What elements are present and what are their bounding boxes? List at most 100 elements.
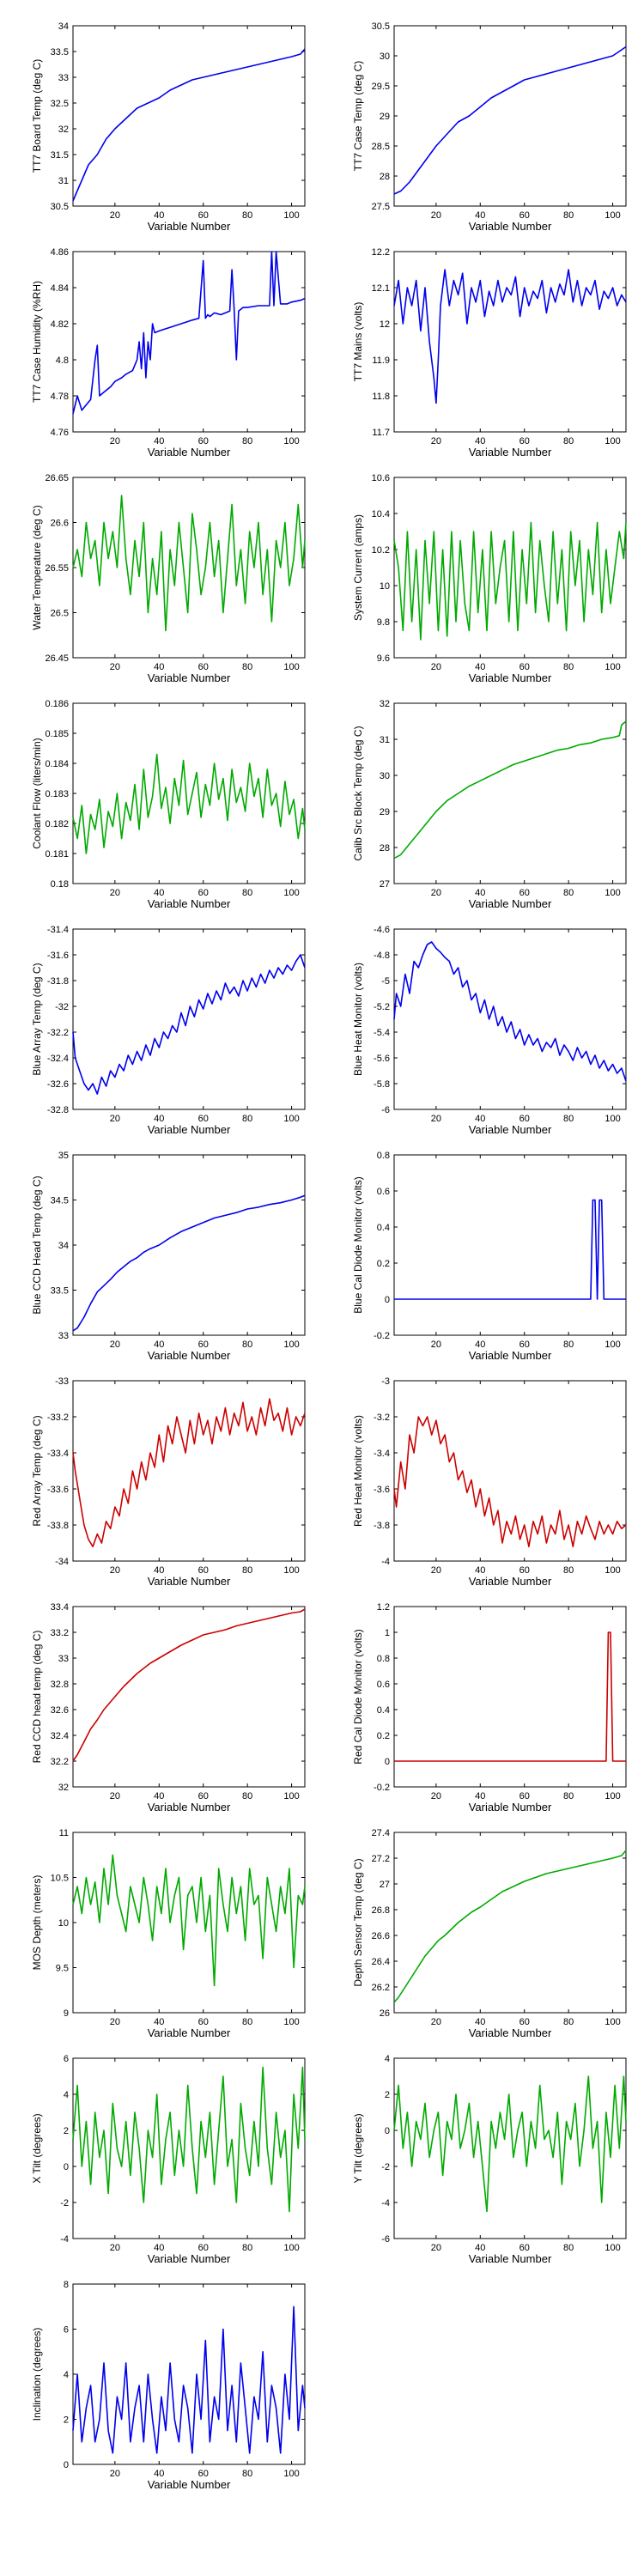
x-tick-label: 20: [431, 662, 441, 672]
y-tick-label: 9.6: [377, 653, 390, 664]
y-tick-label: -3: [381, 1376, 390, 1387]
x-tick-label: 100: [283, 1114, 299, 1124]
x-tick-label: 80: [563, 436, 574, 447]
series-line: [393, 521, 627, 641]
y-tick-label: -3.4: [374, 1449, 390, 1459]
y-axis-label: Coolant Flow (liters/min): [31, 738, 43, 848]
x-tick-label: 80: [242, 1791, 252, 1801]
chart-panel: -34 -33.8 -33.6 -33.4 -33.2 -33 20 40 60 80 100 Var…: [31, 1376, 306, 1588]
y-tick-label: 0.2: [377, 1731, 390, 1741]
y-tick-label: -6: [381, 2234, 390, 2245]
y-axis-label: Red Cal Diode Monitor (volts): [352, 1629, 364, 1764]
x-tick-label: 20: [110, 2017, 120, 2027]
series-line: [393, 1416, 627, 1547]
x-tick-label: 40: [154, 2243, 164, 2253]
y-tick-label: -5.6: [374, 1054, 390, 1064]
y-tick-label: 0.184: [45, 759, 69, 769]
x-tick-label: 40: [475, 1340, 485, 1350]
y-tick-label: -5.8: [374, 1079, 390, 1090]
y-tick-label: 31.5: [51, 150, 69, 161]
y-tick-label: -33.2: [47, 1413, 69, 1423]
y-tick-label: 8: [64, 2280, 69, 2290]
x-tick-label: 60: [519, 1565, 530, 1576]
y-tick-label: 30.5: [51, 202, 69, 212]
y-tick-label: 0.181: [45, 849, 69, 860]
x-tick-label: 80: [242, 1565, 252, 1576]
y-tick-label: 34.5: [51, 1196, 69, 1206]
x-tick-label: 60: [198, 210, 209, 221]
y-tick-label: 2: [64, 2126, 69, 2136]
chart-panel: -4 -2 0 2 4 6 20 40 60 80 100 Variable Number X Tilt…: [31, 2054, 306, 2265]
plot-area: [393, 928, 627, 1110]
chart-panel: -6 -4 -2 0 2 4 20 40 60 80 100 Variable Number Y Til…: [352, 2054, 627, 2265]
x-tick-label: 100: [605, 1114, 620, 1124]
x-tick-label: 100: [605, 2243, 620, 2253]
y-tick-label: -0.2: [374, 1331, 390, 1341]
y-tick-label: -31.8: [47, 976, 69, 987]
series-line: [72, 753, 306, 854]
y-tick-label: 0: [64, 2162, 69, 2172]
series-line: [72, 1608, 306, 1762]
y-axis-label: Blue Cal Diode Monitor (volts): [352, 1176, 364, 1313]
y-tick-label: 10.2: [372, 545, 390, 556]
x-tick-label: 80: [563, 1565, 574, 1576]
y-tick-label: 0.6: [377, 1680, 390, 1690]
x-tick-label: 80: [242, 2017, 252, 2027]
x-tick-label: 80: [242, 2469, 252, 2479]
series-line: [72, 954, 306, 1095]
chart-panel: 33 33.5 34 34.5 35 20 40 60 80 100 Variable Number…: [31, 1151, 306, 1362]
chart-panel: -0.2 0 0.2 0.4 0.6 0.8 20 40 60 80 100 Variable Num…: [352, 1151, 627, 1362]
x-tick-label: 100: [605, 210, 620, 221]
y-tick-label: 9: [64, 2008, 69, 2019]
chart-panel: 4.76 4.78 4.8 4.82 4.84 4.86 20 40 60 80 100 Variab…: [31, 247, 306, 459]
x-tick-label: 60: [519, 888, 530, 898]
y-tick-label: 27.2: [372, 1854, 390, 1864]
y-tick-label: -3.2: [374, 1413, 390, 1423]
y-tick-label: 11.7: [372, 428, 390, 438]
x-tick-label: 20: [431, 1565, 441, 1576]
series-line: [72, 1194, 306, 1332]
y-tick-label: 32: [58, 1783, 69, 1793]
x-axis-label: Variable Number: [469, 1123, 552, 1136]
x-tick-label: 40: [154, 2017, 164, 2027]
plot-area: [393, 251, 627, 433]
y-tick-label: 28: [380, 172, 390, 182]
y-tick-label: -5: [381, 976, 390, 987]
y-tick-label: 32.2: [51, 1757, 69, 1767]
x-tick-label: 80: [563, 1791, 574, 1801]
x-tick-label: 20: [110, 2243, 120, 2253]
plot-area: [72, 2283, 306, 2465]
y-tick-label: 0.182: [45, 819, 69, 829]
y-tick-label: 1: [385, 1628, 390, 1638]
plot-area: [393, 702, 627, 884]
x-tick-label: 60: [198, 1340, 209, 1350]
y-tick-label: 26.2: [372, 1983, 390, 1993]
x-tick-label: 60: [198, 2243, 209, 2253]
x-tick-label: 100: [605, 1340, 620, 1350]
y-tick-label: 26.6: [51, 519, 69, 529]
y-tick-label: 29.5: [372, 82, 390, 92]
y-axis-label: TT7 Case Temp (deg C): [352, 61, 364, 172]
y-tick-label: 4: [64, 2090, 69, 2100]
y-tick-label: 0.4: [377, 1223, 390, 1233]
y-tick-label: 0.186: [45, 699, 69, 709]
x-tick-label: 60: [519, 210, 530, 221]
y-tick-label: -0.2: [374, 1783, 390, 1793]
x-tick-label: 100: [605, 1565, 620, 1576]
y-tick-label: 0.18: [51, 879, 69, 890]
y-tick-label: 27: [380, 1880, 390, 1890]
x-tick-label: 100: [283, 888, 299, 898]
x-tick-label: 80: [563, 662, 574, 672]
y-tick-label: 6: [64, 2054, 69, 2064]
x-tick-label: 40: [154, 1565, 164, 1576]
x-axis-label: Variable Number: [148, 2026, 231, 2039]
y-tick-label: -31.4: [47, 925, 69, 935]
plot-area: [72, 1380, 306, 1562]
y-axis-label: X Tilt (degrees): [31, 2113, 43, 2183]
x-tick-label: 20: [431, 2017, 441, 2027]
y-axis-label: Blue Array Temp (deg C): [31, 963, 43, 1075]
x-tick-label: 40: [475, 662, 485, 672]
x-tick-label: 20: [110, 1791, 120, 1801]
y-tick-label: 10: [380, 581, 390, 592]
x-tick-label: 80: [563, 2243, 574, 2253]
